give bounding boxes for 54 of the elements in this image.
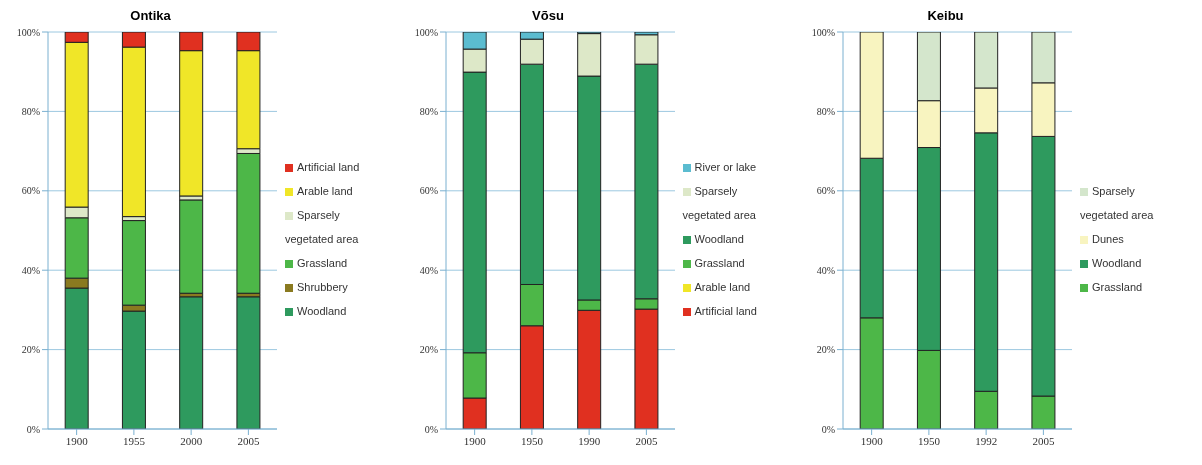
y-tick-label: 20% — [21, 344, 40, 356]
legend-label: Artificial land — [694, 304, 757, 317]
y-tick-label: 20% — [816, 344, 835, 356]
y-tick-label: 0% — [26, 423, 40, 435]
x-tick-label: 2005 — [634, 434, 658, 447]
y-tick-label: 40% — [419, 264, 438, 276]
legend-label: Artificial land — [297, 160, 360, 173]
y-tick-label: 60% — [21, 185, 40, 197]
y-tick-label: 80% — [419, 105, 438, 117]
bar — [121, 310, 146, 429]
bar — [236, 152, 261, 294]
legend-label: Sparsely vegetated area — [285, 208, 359, 245]
y-tick-label: 0% — [424, 423, 438, 435]
x-tick-label: 1955 — [122, 434, 146, 447]
bar — [179, 296, 204, 429]
x-tick-label: 2000 — [180, 434, 203, 447]
x-tick-label: 1900 — [463, 434, 486, 447]
legend-label: Sparsely vegetated area — [1080, 184, 1154, 221]
legend-label: Woodland — [694, 232, 744, 245]
y-tick-label: 100% — [414, 26, 438, 38]
legend-label: Grassland — [1092, 280, 1143, 293]
y-tick-label: 60% — [419, 185, 438, 197]
legend-label: River or lake — [694, 160, 757, 173]
legend-label: Woodland — [1092, 256, 1142, 269]
x-tick-label: 1900 — [65, 434, 89, 447]
legend-label: Grassland — [297, 256, 348, 269]
x-tick-label: 2005 — [1032, 434, 1055, 447]
legend-label: Arable land — [694, 280, 751, 293]
x-tick-label: 1900 — [860, 434, 884, 447]
chart-title: Võsu — [531, 8, 565, 25]
y-tick-label: 60% — [816, 185, 835, 197]
x-tick-label: 1990 — [577, 434, 601, 447]
y-tick-label: 40% — [21, 264, 40, 276]
y-tick-label: 100% — [811, 26, 835, 38]
legend-label: Sparsely vegetated area — [682, 184, 756, 221]
y-tick-label: 40% — [816, 264, 835, 276]
x-tick-label: 1950 — [520, 434, 543, 447]
legend-label: Shrubbery — [297, 280, 348, 293]
x-tick-label: 2005 — [237, 434, 260, 447]
chart-title: Keibu — [926, 8, 965, 25]
y-tick-label: 20% — [419, 344, 438, 356]
y-tick-label: 100% — [16, 26, 40, 38]
y-tick-label: 80% — [21, 105, 40, 117]
y-tick-label: 0% — [821, 423, 835, 435]
bar — [236, 296, 261, 429]
chart-title: Ontika — [129, 8, 172, 25]
legend-label: Dunes — [1092, 232, 1124, 245]
legend-label: Woodland — [297, 304, 347, 317]
x-tick-label: 1950 — [917, 434, 941, 447]
bar — [179, 199, 204, 294]
legend-label: Grassland — [694, 256, 745, 269]
y-tick-label: 80% — [816, 105, 835, 117]
x-tick-label: 1992 — [975, 434, 998, 447]
legend-label: Arable land — [297, 184, 353, 197]
